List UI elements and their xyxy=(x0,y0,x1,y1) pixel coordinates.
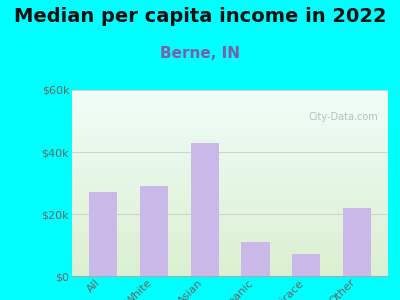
Text: Berne, IN: Berne, IN xyxy=(160,46,240,62)
Bar xyxy=(190,143,218,276)
Text: City-Data.com: City-Data.com xyxy=(309,112,378,122)
Text: Median per capita income in 2022: Median per capita income in 2022 xyxy=(14,8,386,26)
Bar xyxy=(292,254,320,276)
Bar xyxy=(88,192,116,276)
Bar xyxy=(242,242,270,276)
Bar xyxy=(140,186,168,276)
Bar xyxy=(344,208,372,276)
